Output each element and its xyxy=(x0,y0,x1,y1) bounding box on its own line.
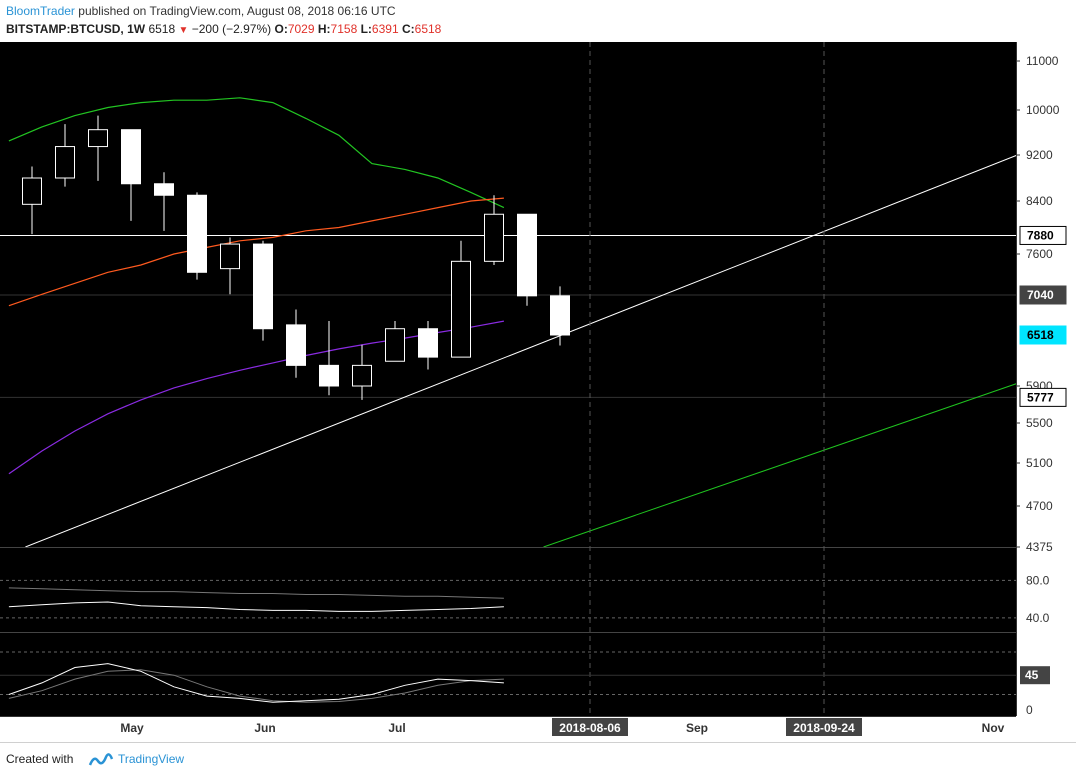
candle-body-down xyxy=(122,130,141,184)
tradingview-logo-icon xyxy=(88,751,114,769)
price-tick-label: 4375 xyxy=(1026,540,1053,554)
down-arrow-icon: ▼ xyxy=(179,25,189,36)
price-tick-label: 5500 xyxy=(1026,416,1053,430)
time-tick-label: Jul xyxy=(388,721,405,735)
ohlc-legend: BITSTAMP:BTCUSD, 1W 6518 ▼ −200 (−2.97%)… xyxy=(6,22,441,36)
symbol-label[interactable]: BITSTAMP:BTCUSD, 1W xyxy=(6,22,145,36)
author-link[interactable]: BloomTrader xyxy=(6,4,75,18)
candle-body-up xyxy=(221,244,240,269)
osc1-level-label: 80.0 xyxy=(1026,573,1050,587)
candle-body-down xyxy=(287,325,306,365)
price-tick-label: 8400 xyxy=(1026,194,1053,208)
candle-body-down xyxy=(320,365,339,386)
price-tick-label: 4700 xyxy=(1026,499,1053,513)
published-text: published on TradingView.com, August 08,… xyxy=(78,4,395,18)
candle-body-up xyxy=(89,130,108,147)
candle-body-up xyxy=(452,261,471,357)
candle-body-up xyxy=(353,365,372,386)
candle xyxy=(254,241,273,341)
candle-body-up xyxy=(485,214,504,261)
price-badge-label: 7040 xyxy=(1027,288,1054,302)
chart-footer: Created with TradingView xyxy=(0,742,1076,777)
price-tick-label: 11000 xyxy=(1026,54,1059,68)
price-tick-label: 9200 xyxy=(1026,148,1053,162)
price-badge-label: 7880 xyxy=(1027,228,1054,242)
candle-body-down xyxy=(155,184,174,196)
open-value: 7029 xyxy=(288,22,315,36)
osc2-badge-label: 45 xyxy=(1025,668,1039,682)
last-price: 6518 xyxy=(148,22,175,36)
candle-body-down xyxy=(419,329,438,357)
candle-body-down xyxy=(188,195,207,272)
low-label: L: xyxy=(361,22,372,36)
price-tick-label: 5100 xyxy=(1026,456,1053,470)
candle xyxy=(188,192,207,279)
time-tick-label: Sep xyxy=(686,721,708,735)
candle-body-down xyxy=(518,214,537,296)
open-label: O: xyxy=(274,22,287,36)
time-tick-label: 2018-09-24 xyxy=(793,721,855,735)
price-tick-label: 10000 xyxy=(1026,103,1060,117)
close-label: C: xyxy=(402,22,415,36)
candle-body-up xyxy=(23,178,42,204)
created-with-text: Created with xyxy=(6,752,73,766)
high-label: H: xyxy=(318,22,331,36)
time-tick-label: 2018-08-06 xyxy=(559,721,621,735)
time-axis-background xyxy=(0,716,1076,742)
low-value: 6391 xyxy=(372,22,399,36)
close-value: 6518 xyxy=(415,22,442,36)
time-tick-label: Nov xyxy=(982,721,1005,735)
osc2-level-label: 0 xyxy=(1026,703,1033,717)
tradingview-brand[interactable]: TradingView xyxy=(118,752,184,766)
candle-body-down xyxy=(254,244,273,329)
candle-body-up xyxy=(386,329,405,362)
price-badge-label: 5777 xyxy=(1027,390,1054,404)
time-tick-label: Jun xyxy=(254,721,275,735)
candle xyxy=(518,214,537,305)
candle-body-up xyxy=(56,147,75,178)
chart-header: BloomTrader published on TradingView.com… xyxy=(0,0,1076,42)
high-value: 7158 xyxy=(331,22,358,36)
time-tick-label: May xyxy=(120,721,144,735)
price-badge-label: 6518 xyxy=(1027,328,1054,342)
publish-info: BloomTrader published on TradingView.com… xyxy=(6,4,396,18)
price-change: −200 (−2.97%) xyxy=(192,22,271,36)
btc-chart[interactable]: 1100010000920084007600590055005100470043… xyxy=(0,42,1076,742)
osc1-level-label: 40.0 xyxy=(1026,611,1050,625)
candle-body-down xyxy=(551,296,570,335)
price-tick-label: 7600 xyxy=(1026,247,1053,261)
